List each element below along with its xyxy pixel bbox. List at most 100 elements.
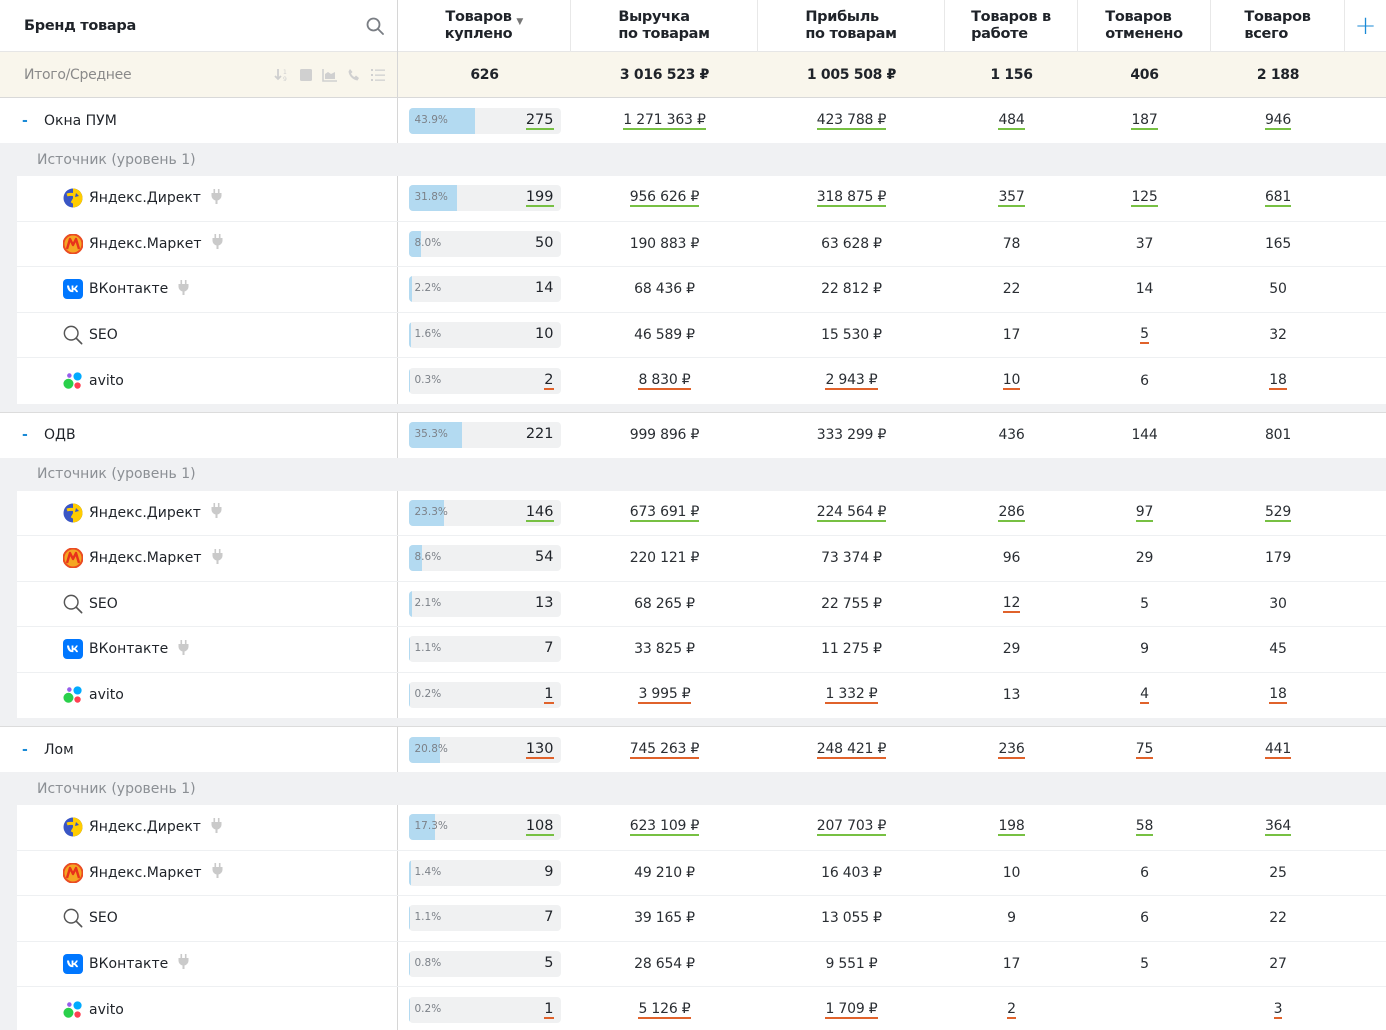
area-chart-icon[interactable] <box>321 66 339 84</box>
cell-value[interactable]: 75 <box>1135 740 1154 759</box>
cell-value[interactable]: 4 <box>1140 686 1149 705</box>
bought-bar[interactable]: 1.1% 7 <box>408 905 561 932</box>
cell-value[interactable]: 207 703 ₽ <box>816 818 887 837</box>
cell-value[interactable]: 484 <box>998 111 1025 130</box>
header-brand-col[interactable]: Бренд товара <box>0 0 398 52</box>
header-col-in-work[interactable]: Товаров в работе <box>945 0 1078 52</box>
source-row[interactable]: SEO 1.1% 7 39 165 ₽ 13 055 ₽ 9 6 22 <box>17 896 1386 942</box>
bought-bar[interactable]: 35.3% 221 <box>408 422 561 448</box>
plug-icon[interactable] <box>212 548 223 568</box>
group-row[interactable]: - Лом 20.8% 130 745 263 ₽ 248 421 ₽ 236 75 4… <box>0 727 1386 772</box>
cell-value[interactable]: 18 <box>1269 371 1287 390</box>
cell-value[interactable]: 956 626 ₽ <box>629 189 700 208</box>
header-col-cancelled[interactable]: Товаров отменено <box>1078 0 1211 52</box>
cell-value[interactable]: 18 <box>1269 686 1287 705</box>
bought-bar[interactable]: 0.3% 2 <box>408 367 561 394</box>
cell-value[interactable]: 681 <box>1264 189 1292 208</box>
collapse-toggle[interactable]: - <box>22 112 28 129</box>
cell-value[interactable]: 3 995 ₽ <box>638 686 691 705</box>
source-row[interactable]: avito 0.2% 1 3 995 ₽ 1 332 ₽ 13 4 18 <box>17 672 1386 718</box>
cell-value[interactable]: 187 <box>1131 111 1158 130</box>
cell-value[interactable]: 441 <box>1264 740 1292 759</box>
cell-value[interactable]: 623 109 ₽ <box>629 818 700 837</box>
plug-icon[interactable] <box>212 234 223 253</box>
source-row[interactable]: Яндекс.Директ 17.3% 108 623 109 ₽ 207 703… <box>17 805 1386 851</box>
bar-value[interactable]: 130 <box>525 740 554 759</box>
cell-value[interactable]: 423 788 ₽ <box>816 111 887 130</box>
cell-value[interactable]: 10 <box>1002 371 1021 390</box>
cell-value[interactable]: 1 271 363 ₽ <box>623 111 706 130</box>
plug-icon[interactable] <box>178 279 189 299</box>
cell-value[interactable]: 198 <box>998 818 1025 837</box>
cell-value[interactable]: 745 263 ₽ <box>629 740 700 759</box>
source-row[interactable]: ВКонтакте 1.1% 7 33 825 ₽ 11 275 ₽ 29 9 45 <box>17 627 1386 673</box>
header-col-profit[interactable]: Прибыль по товарам <box>758 0 945 52</box>
cell-value[interactable]: 2 943 ₽ <box>825 371 878 390</box>
plug-icon[interactable] <box>211 188 222 208</box>
bought-bar[interactable]: 17.3% 108 <box>408 814 561 841</box>
cell-value[interactable]: 8 830 ₽ <box>638 371 691 390</box>
source-row[interactable]: Яндекс.Маркет 8.6% 54 220 121 ₽ 73 374 ₽ 9… <box>17 536 1386 582</box>
phone-icon[interactable] <box>345 66 363 84</box>
bought-bar[interactable]: 0.8% 5 <box>408 950 561 977</box>
bought-bar[interactable]: 8.0% 50 <box>408 230 561 257</box>
bar-value[interactable]: 1 <box>544 1000 554 1019</box>
cell-value[interactable]: 3 <box>1273 1000 1283 1019</box>
cell-value[interactable]: 673 691 ₽ <box>629 503 700 522</box>
bar-value[interactable]: 1 <box>544 686 554 705</box>
cell-value[interactable]: 364 <box>1264 818 1292 837</box>
header-col-revenue[interactable]: Выручка по товарам <box>571 0 758 52</box>
bought-bar[interactable]: 8.6% 54 <box>408 545 561 572</box>
bought-bar[interactable]: 1.1% 7 <box>408 636 561 663</box>
cell-value[interactable]: 286 <box>998 503 1025 522</box>
cell-value[interactable]: 58 <box>1135 818 1154 837</box>
plug-icon[interactable] <box>178 954 189 973</box>
sort-desc-icon[interactable]: ▼ <box>516 17 524 27</box>
collapse-toggle[interactable]: - <box>22 427 28 443</box>
bought-bar[interactable]: 43.9% 275 <box>408 107 561 134</box>
source-row[interactable]: avito 0.3% 2 8 830 ₽ 2 943 ₽ 10 6 18 <box>17 358 1386 404</box>
cell-value[interactable]: 2 <box>1007 1000 1016 1019</box>
bought-bar[interactable]: 0.2% 1 <box>408 996 561 1023</box>
source-row[interactable]: Яндекс.Маркет 1.4% 9 49 210 ₽ 16 403 ₽ 10 6… <box>17 850 1386 896</box>
source-row[interactable]: ВКонтакте 2.2% 14 68 436 ₽ 22 812 ₽ 22 14 50 <box>17 267 1386 313</box>
source-row[interactable]: Яндекс.Директ 23.3% 146 673 691 ₽ 224 564… <box>17 490 1386 536</box>
bar-value[interactable]: 146 <box>525 503 554 522</box>
cell-value[interactable]: 12 <box>1002 594 1021 613</box>
bought-bar[interactable]: 0.2% 1 <box>408 682 561 709</box>
plug-icon[interactable] <box>211 817 222 837</box>
cell-value[interactable]: 357 <box>998 189 1025 208</box>
cell-value[interactable]: 946 <box>1264 111 1292 130</box>
header-col-bought[interactable]: Товаров куплено ▼ <box>398 0 571 52</box>
bought-bar[interactable]: 31.8% 199 <box>408 185 561 212</box>
search-icon[interactable] <box>365 16 385 36</box>
cell-value[interactable]: 5 <box>1140 325 1149 344</box>
cell-value[interactable]: 248 421 ₽ <box>816 740 887 759</box>
cell-value[interactable]: 5 126 ₽ <box>638 1000 691 1019</box>
source-row[interactable]: ВКонтакте 0.8% 5 28 654 ₽ 9 551 ₽ 17 5 27 <box>17 941 1386 987</box>
bought-bar[interactable]: 23.3% 146 <box>408 499 561 526</box>
list-icon[interactable] <box>369 66 387 84</box>
add-column-button[interactable]: + <box>1345 0 1386 52</box>
cell-value[interactable]: 1 709 ₽ <box>825 1000 878 1019</box>
plug-icon[interactable] <box>178 639 189 659</box>
group-row[interactable]: - Окна ПУМ 43.9% 275 1 271 363 ₽ 423 788 … <box>0 98 1386 143</box>
cell-value[interactable]: 318 875 ₽ <box>816 189 887 208</box>
bought-bar[interactable]: 20.8% 130 <box>408 736 561 763</box>
source-row[interactable]: SEO 2.1% 13 68 265 ₽ 22 755 ₽ 12 5 30 <box>17 581 1386 627</box>
bar-value[interactable]: 199 <box>525 189 554 208</box>
cell-value[interactable]: 97 <box>1135 503 1154 522</box>
source-row[interactable]: Яндекс.Маркет 8.0% 50 190 883 ₽ 63 628 ₽ 7… <box>17 221 1386 267</box>
cell-value[interactable]: 236 <box>998 740 1025 759</box>
source-row[interactable]: SEO 1.6% 10 46 589 ₽ 15 530 ₽ 17 5 32 <box>17 312 1386 358</box>
square-icon[interactable] <box>297 66 315 84</box>
source-row[interactable]: Яндекс.Директ 31.8% 199 956 626 ₽ 318 875… <box>17 176 1386 222</box>
cell-value[interactable]: 529 <box>1264 503 1292 522</box>
collapse-toggle[interactable]: - <box>22 741 28 758</box>
bought-bar[interactable]: 1.6% 10 <box>408 321 561 348</box>
bought-bar[interactable]: 2.2% 14 <box>408 276 561 303</box>
bar-value[interactable]: 2 <box>544 371 554 390</box>
bar-value[interactable]: 275 <box>525 111 554 130</box>
source-row[interactable]: avito 0.2% 1 5 126 ₽ 1 709 ₽ 2 3 <box>17 987 1386 1030</box>
plug-icon[interactable] <box>212 863 223 882</box>
